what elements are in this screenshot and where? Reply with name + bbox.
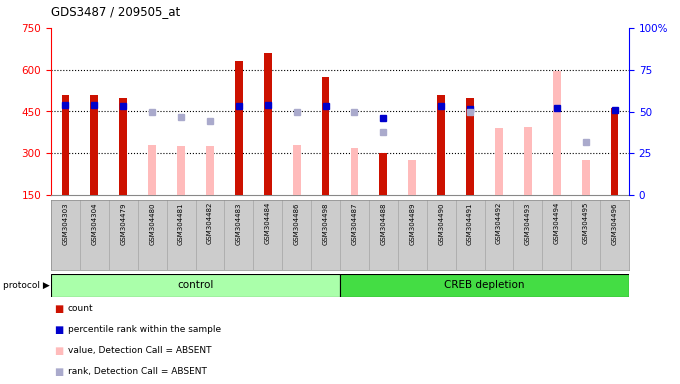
Text: GSM304304: GSM304304 (91, 202, 97, 245)
Text: GSM304483: GSM304483 (236, 202, 242, 245)
Bar (177, 146, 185, 195)
Bar (264, 53, 271, 195)
Bar (90, 95, 98, 195)
Text: GDS3487 / 209505_at: GDS3487 / 209505_at (51, 5, 180, 18)
Text: CREB depletion: CREB depletion (444, 280, 525, 291)
Text: GSM304498: GSM304498 (322, 202, 328, 245)
Text: control: control (177, 280, 214, 291)
Text: GSM304303: GSM304303 (63, 202, 69, 245)
Text: protocol ▶: protocol ▶ (3, 281, 50, 290)
Text: GSM304488: GSM304488 (380, 202, 386, 245)
Text: GSM304494: GSM304494 (554, 202, 560, 245)
Bar (466, 98, 474, 195)
Bar (340, 274, 629, 297)
Text: percentile rank within the sample: percentile rank within the sample (68, 325, 221, 334)
Text: GSM304479: GSM304479 (120, 202, 126, 245)
Bar (322, 77, 329, 195)
Bar (582, 160, 590, 195)
Bar (62, 95, 69, 195)
Bar (553, 71, 560, 195)
Bar (437, 95, 445, 195)
Text: GSM304493: GSM304493 (525, 202, 531, 245)
Bar (293, 145, 301, 195)
Text: ■: ■ (54, 346, 64, 356)
Text: value, Detection Call = ABSENT: value, Detection Call = ABSENT (68, 346, 211, 355)
Text: GSM304492: GSM304492 (496, 202, 502, 245)
Bar (51, 274, 340, 297)
Text: count: count (68, 304, 94, 313)
Bar (409, 160, 416, 195)
Bar (611, 108, 618, 195)
Bar (379, 153, 387, 195)
Text: ■: ■ (54, 324, 64, 334)
Text: GSM304495: GSM304495 (583, 202, 589, 245)
Bar (351, 148, 358, 195)
Bar (235, 61, 243, 195)
Bar (206, 146, 214, 195)
Text: rank, Detection Call = ABSENT: rank, Detection Call = ABSENT (68, 367, 207, 376)
Text: GSM304491: GSM304491 (467, 202, 473, 245)
Text: GSM304484: GSM304484 (265, 202, 271, 245)
Text: GSM304480: GSM304480 (149, 202, 155, 245)
Text: GSM304487: GSM304487 (352, 202, 358, 245)
Text: ■: ■ (54, 303, 64, 313)
Bar (495, 128, 503, 195)
Text: ■: ■ (54, 367, 64, 377)
Text: GSM304489: GSM304489 (409, 202, 415, 245)
Text: GSM304481: GSM304481 (178, 202, 184, 245)
Text: GSM304482: GSM304482 (207, 202, 213, 245)
Bar (148, 145, 156, 195)
Bar (524, 127, 532, 195)
Bar (120, 98, 127, 195)
Text: GSM304496: GSM304496 (611, 202, 617, 245)
Text: GSM304486: GSM304486 (294, 202, 300, 245)
Text: GSM304490: GSM304490 (438, 202, 444, 245)
